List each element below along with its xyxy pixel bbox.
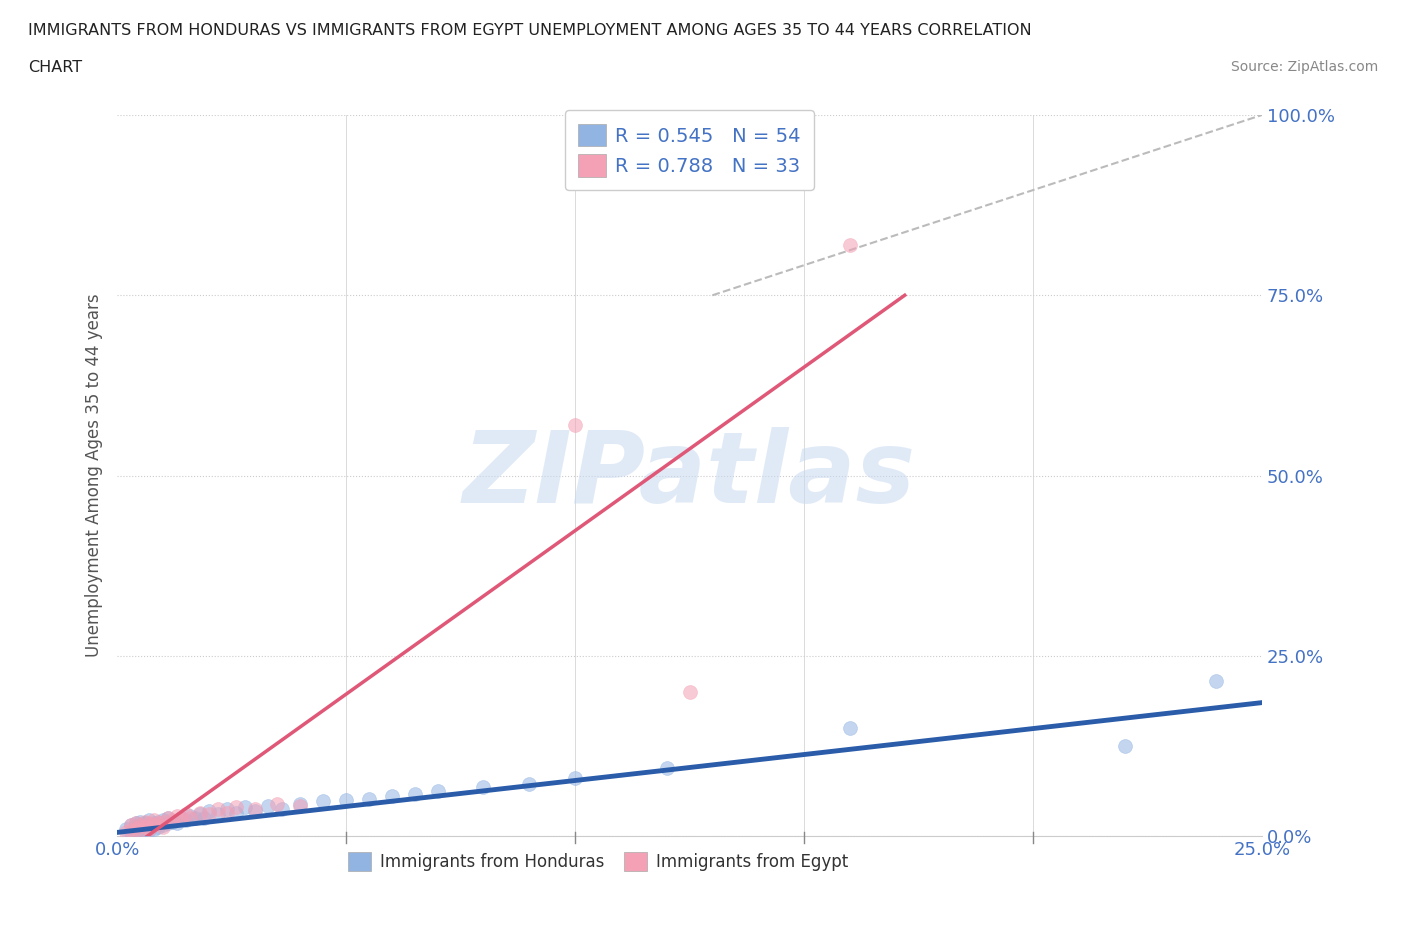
Point [564, 418, 586, 432]
Point [134, 814, 156, 829]
Point [426, 784, 449, 799]
Point [142, 821, 165, 836]
Point [1114, 738, 1136, 753]
Point [174, 807, 197, 822]
Point [156, 816, 179, 830]
Point [381, 789, 404, 804]
Point [243, 801, 266, 816]
Point [134, 816, 156, 830]
Point [138, 821, 160, 836]
Point [152, 814, 174, 829]
Point [193, 811, 215, 826]
Point [174, 813, 197, 828]
Point [838, 721, 860, 736]
Point [266, 796, 288, 811]
Point [404, 787, 426, 802]
Point [188, 805, 211, 820]
Point [257, 798, 280, 813]
Text: CHART: CHART [28, 60, 82, 75]
Point [148, 814, 170, 829]
Point [290, 798, 312, 813]
Point [148, 820, 170, 835]
Point [184, 811, 207, 826]
Point [129, 825, 152, 840]
Point [197, 804, 219, 818]
Legend: Immigrants from Honduras, Immigrants from Egypt: Immigrants from Honduras, Immigrants fro… [342, 845, 855, 878]
Point [134, 820, 156, 835]
Point [472, 779, 495, 794]
Point [225, 805, 247, 820]
Point [179, 811, 201, 826]
Point [134, 820, 156, 835]
Point [678, 684, 700, 699]
Y-axis label: Unemployment Among Ages 35 to 44 years: Unemployment Among Ages 35 to 44 years [86, 294, 103, 658]
Point [129, 817, 152, 832]
Point [564, 771, 586, 786]
Point [120, 823, 142, 838]
Point [335, 792, 357, 807]
Point [148, 816, 170, 830]
Point [129, 823, 152, 838]
Point [170, 811, 193, 826]
Point [166, 808, 188, 823]
Point [124, 816, 146, 830]
Point [357, 791, 380, 806]
Point [271, 801, 294, 816]
Point [838, 237, 860, 252]
Point [138, 813, 160, 828]
Point [129, 817, 152, 832]
Point [207, 801, 229, 816]
Point [312, 794, 335, 809]
Point [188, 807, 211, 822]
Point [124, 821, 146, 836]
Point [152, 813, 174, 828]
Point [179, 808, 201, 823]
Point [142, 816, 165, 830]
Point [120, 817, 142, 832]
Point [1205, 673, 1227, 688]
Point [124, 820, 146, 835]
Point [166, 816, 188, 830]
Point [124, 816, 146, 830]
Point [115, 821, 138, 836]
Point [152, 817, 174, 832]
Point [655, 760, 678, 775]
Point [517, 777, 540, 791]
Point [160, 814, 183, 829]
Point [134, 825, 156, 840]
Point [120, 825, 142, 840]
Point [142, 813, 165, 828]
Point [156, 811, 179, 826]
Point [290, 796, 312, 811]
Point [217, 801, 239, 816]
Point [197, 807, 219, 822]
Point [170, 811, 193, 826]
Point [115, 825, 138, 840]
Point [138, 823, 160, 838]
Point [207, 807, 229, 822]
Point [160, 813, 183, 828]
Point [235, 800, 257, 815]
Point [129, 821, 152, 836]
Point [217, 805, 239, 820]
Point [138, 817, 160, 832]
Text: ZIPatlas: ZIPatlas [463, 427, 917, 524]
Point [156, 811, 179, 826]
Text: Source: ZipAtlas.com: Source: ZipAtlas.com [1230, 60, 1378, 74]
Point [124, 823, 146, 838]
Point [225, 800, 247, 815]
Point [243, 804, 266, 818]
Point [142, 817, 165, 832]
Point [138, 816, 160, 830]
Point [129, 814, 152, 829]
Point [152, 820, 174, 835]
Point [120, 817, 142, 832]
Text: IMMIGRANTS FROM HONDURAS VS IMMIGRANTS FROM EGYPT UNEMPLOYMENT AMONG AGES 35 TO : IMMIGRANTS FROM HONDURAS VS IMMIGRANTS F… [28, 23, 1032, 38]
